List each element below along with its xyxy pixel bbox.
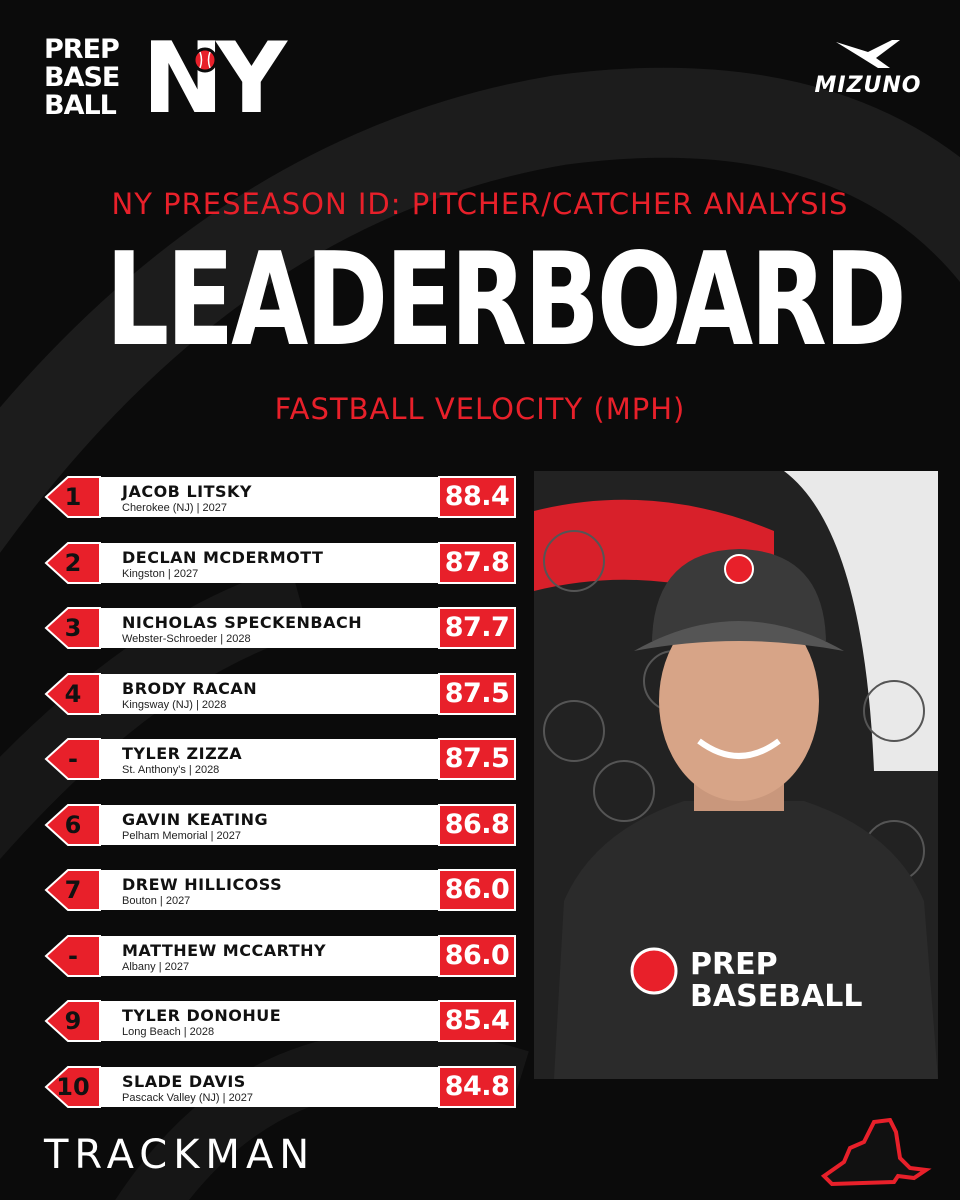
player-bar (82, 739, 474, 779)
rank-badge: 7 (44, 869, 102, 911)
leaderboard-row: 3 NICHOLAS SPECKENBACH Webster-Schroeder… (44, 607, 516, 649)
player-school-year: Kingsway (NJ) | 2028 (122, 698, 227, 711)
player-name: DREW HILLICOSS (122, 875, 283, 894)
player-bar (82, 477, 474, 517)
rank-number: 7 (64, 876, 82, 904)
logo-wordmark: PREP BASE BALL (44, 34, 120, 121)
player-name: BRODY RACAN (122, 678, 258, 698)
rank-badge: - (44, 738, 102, 780)
player-bar (82, 1001, 474, 1041)
player-school-year: St. Anthony's | 2028 (122, 764, 220, 776)
leaderboard-row: 7 DREW HILLICOSS Bouton | 2027 86.0 (44, 869, 516, 911)
new-york-state-icon (820, 1118, 932, 1187)
player-bar (82, 870, 474, 910)
player-bar (82, 608, 474, 648)
velocity-value: 85.4 (438, 1000, 516, 1042)
velocity-value: 87.7 (438, 607, 516, 649)
leaderboard-row: 4 BRODY RACAN Kingsway (NJ) | 2028 87.5 (44, 672, 516, 715)
rank-number: 6 (64, 810, 82, 839)
player-school-year: Long Beach | 2028 (122, 1026, 215, 1038)
leaderboard-row: 9 TYLER DONOHUE Long Beach | 2028 85.4 (44, 1000, 516, 1042)
player-name: JACOB LITSKY (122, 482, 253, 501)
player-name: GAVIN KEATING (122, 809, 269, 829)
player-name: TYLER ZIZZA (122, 744, 243, 763)
velocity-value: 86.0 (438, 869, 516, 911)
trackman-logo: TRACKMAN (44, 1132, 316, 1178)
photo-backdrop (534, 471, 938, 1079)
prep-baseball-ny-logo: PREP BASE BALL NY (44, 30, 287, 128)
player-bar (82, 935, 474, 976)
rank-diamond-icon (44, 803, 101, 846)
player-bar (82, 673, 474, 714)
rank-number: 2 (64, 548, 82, 577)
rank-diamond-icon (44, 1000, 101, 1042)
player-school-year: Bouton | 2027 (122, 895, 191, 907)
shirt-logo-text: PREP BASEBALL (690, 947, 863, 1014)
player-name: DECLAN MCDERMOTT (122, 547, 324, 567)
leaderboard-row: 6 GAVIN KEATING Pelham Memorial | 2027 8… (44, 803, 516, 846)
rank-badge: 6 (44, 803, 102, 846)
page-title: LEADERBOARD (105, 226, 907, 375)
leaderboard-row: - MATTHEW MCCARTHY Albany | 2027 86.0 (44, 934, 516, 977)
rank-number: 9 (64, 1007, 82, 1035)
rank-badge: - (44, 934, 102, 977)
player-name: TYLER DONOHUE (122, 1006, 282, 1025)
rank-number: 1 (64, 483, 82, 511)
rank-diamond-icon (44, 738, 101, 780)
player-photo: PREP BASEBALL (534, 471, 938, 1079)
rank-number: 10 (56, 1072, 90, 1101)
velocity-value: 88.4 (438, 476, 516, 518)
player-school-year: Pascack Valley (NJ) | 2027 (122, 1091, 254, 1104)
rank-diamond-icon (44, 869, 101, 911)
rank-badge: 10 (44, 1065, 102, 1108)
rank-badge: 9 (44, 1000, 102, 1042)
rank-badge: 4 (44, 672, 102, 715)
velocity-value: 87.5 (438, 738, 516, 780)
player-bar (82, 804, 474, 845)
mizuno-runbird-icon (836, 40, 900, 68)
leaderboard-row: 1 JACOB LITSKY Cherokee (NJ) | 2027 88.4 (44, 476, 516, 518)
rank-diamond-icon (44, 541, 101, 584)
baseball-icon (192, 47, 218, 73)
player-name: MATTHEW MCCARTHY (122, 940, 327, 960)
rank-diamond-icon (44, 1065, 101, 1108)
player-school-year: Kingston | 2027 (122, 567, 199, 580)
rank-number: 3 (64, 614, 82, 642)
rank-badge: 3 (44, 607, 102, 649)
player-name: SLADE DAVIS (122, 1071, 246, 1091)
logo-region: NY (142, 22, 287, 136)
mizuno-logo: MIZUNO (806, 38, 930, 98)
rank-number: 4 (64, 679, 82, 708)
rank-badge: 1 (44, 476, 102, 518)
metric-label: FASTBALL VELOCITY (MPH) (274, 392, 686, 426)
leaderboard-row: 10 SLADE DAVIS Pascack Valley (NJ) | 202… (44, 1065, 516, 1108)
player-school-year: Cherokee (NJ) | 2027 (122, 502, 227, 514)
event-subtitle: NY PRESEASON ID: PITCHER/CATCHER ANALYSI… (111, 187, 849, 221)
rank-diamond-icon (44, 934, 101, 977)
velocity-value: 86.0 (438, 934, 516, 977)
player-bar (82, 1066, 474, 1107)
player-bar (82, 542, 474, 583)
velocity-value: 87.8 (438, 541, 516, 584)
player-name: NICHOLAS SPECKENBACH (122, 613, 363, 632)
rank-badge: 2 (44, 541, 102, 584)
player-school-year: Pelham Memorial | 2027 (122, 829, 242, 842)
rank-number: - (68, 745, 78, 773)
leaderboard-row: - TYLER ZIZZA St. Anthony's | 2028 87.5 (44, 738, 516, 780)
rank-number: - (68, 941, 78, 970)
leaderboard-row: 2 DECLAN MCDERMOTT Kingston | 2027 87.8 (44, 541, 516, 584)
velocity-value: 86.8 (438, 803, 516, 846)
velocity-value: 87.5 (438, 672, 516, 715)
player-school-year: Albany | 2027 (122, 960, 190, 973)
rank-diamond-icon (44, 672, 101, 715)
rank-diamond-icon (44, 476, 101, 518)
velocity-value: 84.8 (438, 1065, 516, 1108)
player-school-year: Webster-Schroeder | 2028 (122, 633, 251, 645)
rank-diamond-icon (44, 607, 101, 649)
